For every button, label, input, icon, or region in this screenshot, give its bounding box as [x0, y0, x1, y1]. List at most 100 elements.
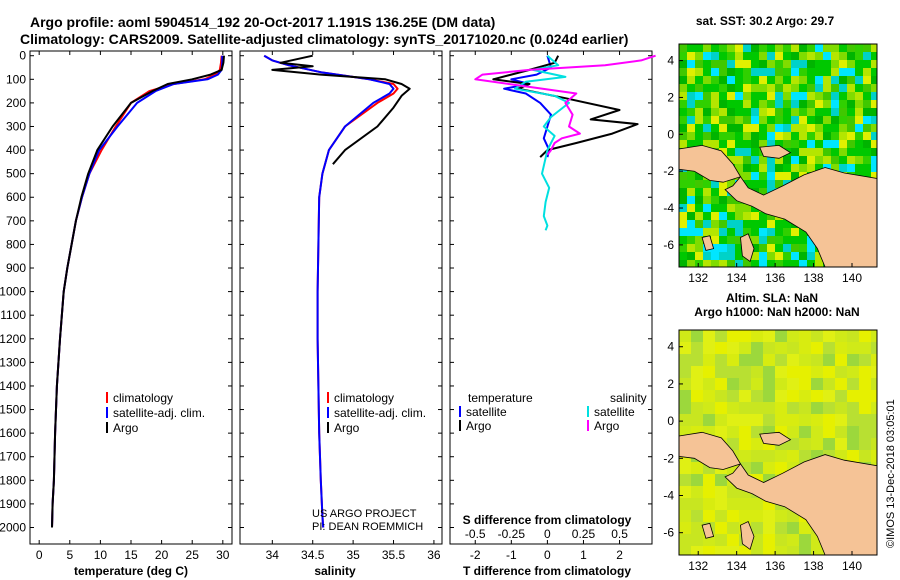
map-cell [767, 108, 775, 116]
map-cell [863, 44, 871, 52]
map-cell [855, 132, 863, 140]
salinity-panel: 34 34.5 35 35.5 36 salinity climatologysatel… [239, 50, 443, 578]
map-cell [835, 378, 847, 390]
map-cell [727, 92, 735, 100]
map-ytick-label: 4 [667, 340, 674, 354]
map-cell [855, 124, 863, 132]
map-cell [783, 260, 791, 267]
map-cell [687, 60, 695, 68]
map-cell [775, 180, 783, 188]
land-aru [740, 520, 755, 551]
map-cell [767, 228, 775, 236]
map-cell [863, 172, 871, 180]
map-cell [679, 244, 687, 252]
map-cell [839, 100, 847, 108]
sla-map-title-line1: Altim. SLA: NaN [726, 291, 818, 305]
map-cell [727, 390, 739, 402]
map-cell [743, 92, 751, 100]
map-cell [807, 60, 815, 68]
map-cell [735, 220, 743, 228]
map-cell [695, 220, 703, 228]
map-cell [839, 60, 847, 68]
land-yapen [759, 144, 792, 159]
map-cell [679, 68, 687, 76]
map-cell [847, 68, 855, 76]
map-cell [735, 156, 743, 164]
map-cell [847, 140, 855, 148]
map-cell [775, 366, 787, 378]
map-cell [679, 60, 687, 68]
map-cell [791, 252, 799, 260]
map-cell [823, 366, 835, 378]
xtick-label: 15 [124, 548, 138, 562]
map-cell [791, 92, 799, 100]
map-cell [703, 132, 711, 140]
map-cell [791, 124, 799, 132]
map-cell [799, 330, 811, 342]
ytick-label: 1800 [0, 473, 26, 487]
map-cell [871, 108, 877, 116]
map-cell [691, 354, 703, 366]
map-cell [679, 366, 691, 378]
map-cell [835, 438, 847, 450]
difference-panel: -2 -1 0 1 2 -0.5 -0.25 0 0.25 0.5 S difference fr… [449, 50, 656, 578]
map-cell [743, 148, 751, 156]
map-cell [783, 252, 791, 260]
map-cell [783, 44, 791, 52]
map-cell [871, 124, 877, 132]
map-cell [847, 84, 855, 92]
map-cell [859, 390, 871, 402]
map-cell [739, 342, 751, 354]
map-cell [703, 486, 715, 498]
map-ytick-label: -2 [663, 164, 674, 178]
map-cell [679, 486, 691, 498]
map-cell [715, 366, 727, 378]
map-cell [763, 510, 775, 522]
map-cell [739, 438, 751, 450]
ytick-label: 1400 [0, 379, 26, 393]
map-cell [687, 180, 695, 188]
map-cell [695, 92, 703, 100]
map-cell [751, 124, 759, 132]
map-cell [783, 172, 791, 180]
map-cell [727, 180, 735, 188]
map-cell [807, 92, 815, 100]
map-cell [847, 156, 855, 164]
map-cell [807, 260, 815, 267]
map-cell [687, 228, 695, 236]
map-cell [759, 84, 767, 92]
map-cell [871, 450, 877, 462]
map-cell [679, 390, 691, 402]
map-cell [751, 236, 759, 244]
map-cell [691, 474, 703, 486]
map-cell [839, 92, 847, 100]
map-cell [679, 100, 687, 108]
map-cell [823, 124, 831, 132]
map-cell [727, 252, 735, 260]
map-cell [823, 84, 831, 92]
map-cell [691, 342, 703, 354]
map-cell [687, 52, 695, 60]
map-cell [691, 546, 703, 555]
map-cell [763, 342, 775, 354]
map-cell [751, 116, 759, 124]
map-cell [703, 108, 711, 116]
map-cell [679, 76, 687, 84]
map-cell [679, 140, 687, 148]
sla-map-frame [678, 329, 878, 556]
map-cell [847, 450, 859, 462]
map-cell [775, 244, 783, 252]
series-line-s-argo [474, 54, 656, 156]
map-cell [791, 108, 799, 116]
map-cell [815, 60, 823, 68]
map-cell [783, 156, 791, 164]
map-cell [759, 108, 767, 116]
map-cell [759, 52, 767, 60]
map-cell [715, 342, 727, 354]
map-cell [823, 68, 831, 76]
map-xtick-label: 138 [804, 271, 824, 285]
map-cell [687, 124, 695, 132]
map-cell [783, 132, 791, 140]
map-cell [703, 342, 715, 354]
